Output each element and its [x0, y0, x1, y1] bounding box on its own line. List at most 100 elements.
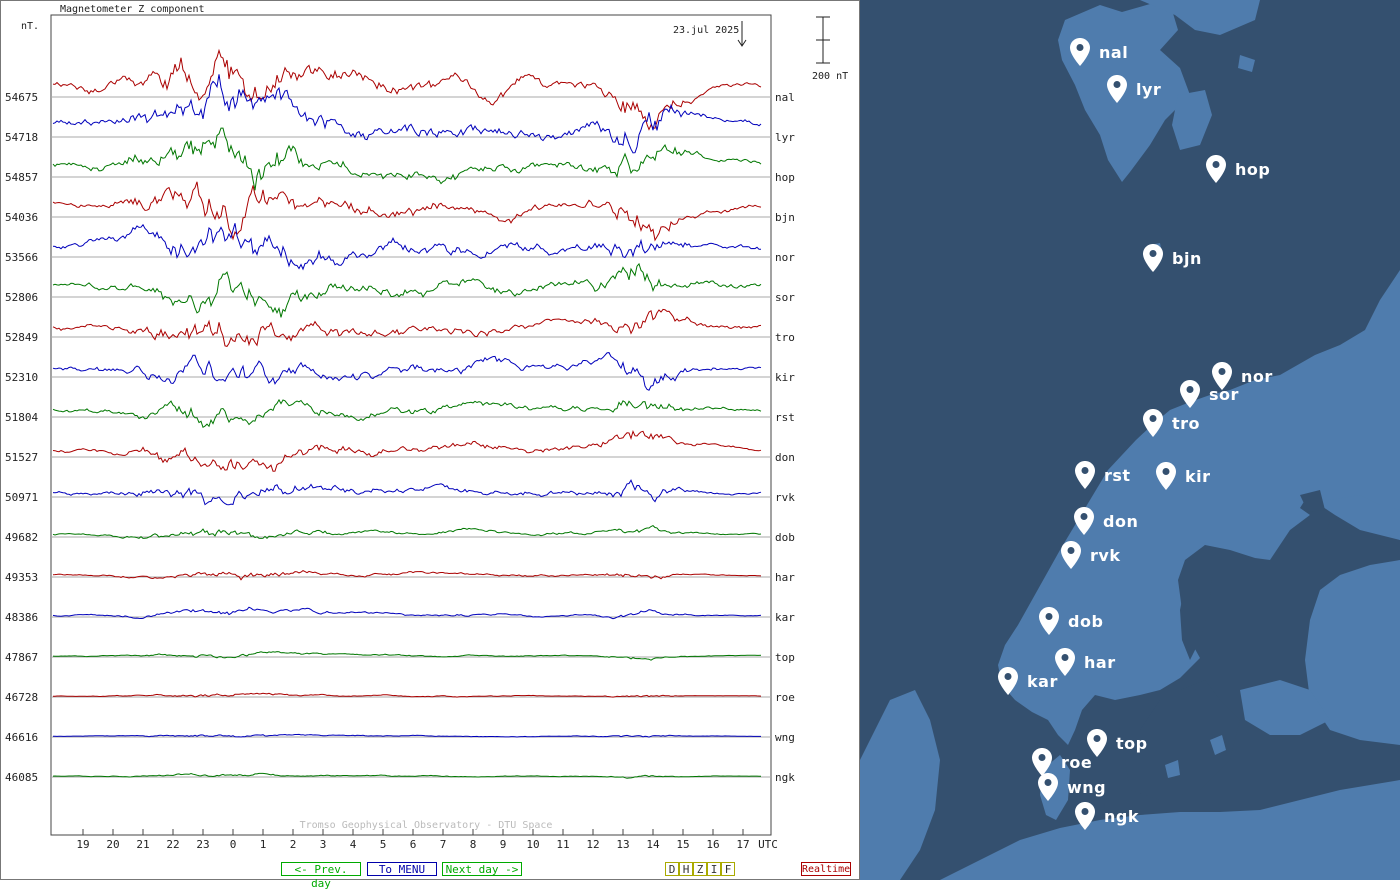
series-line-top	[52, 651, 762, 661]
plot-area	[50, 14, 772, 836]
component-z-button[interactable]: Z	[693, 862, 707, 876]
station-marker-roe[interactable]: roe	[1031, 747, 1092, 777]
next-day-button[interactable]: Next day ->	[442, 862, 522, 876]
station-label: sor	[1209, 384, 1239, 404]
map-pin-icon	[1038, 773, 1058, 801]
station-marker-don[interactable]: don	[1073, 506, 1138, 536]
x-tick-label: 8	[470, 838, 477, 851]
x-tick-label: 16	[706, 838, 719, 851]
series-line-wng	[53, 733, 761, 738]
magnetometer-chart: 19 20 21 22 23 0 1 2 3 4 5 6 7 8 9 10 11 12 13 14 15 16 17 UTCM…	[5, 4, 848, 851]
map-pin-icon	[1039, 607, 1059, 635]
station-label-top: top	[775, 651, 795, 664]
station-marker-nal[interactable]: nal	[1069, 37, 1128, 67]
x-tick-label: 5	[380, 838, 387, 851]
x-tick-label: 17	[736, 838, 749, 851]
map-pin-icon	[1107, 75, 1127, 103]
station-marker-kar[interactable]: kar	[997, 666, 1058, 696]
station-label-hop: hop	[775, 171, 795, 184]
map-pin-icon	[1087, 729, 1107, 757]
baseline-value-hop: 54857	[5, 171, 38, 184]
station-label: nor	[1241, 366, 1273, 386]
series-line-tro	[52, 308, 762, 347]
station-marker-sor[interactable]: sor	[1179, 379, 1239, 409]
station-marker-lyr[interactable]: lyr	[1106, 74, 1161, 104]
map-pin-icon	[1075, 802, 1095, 830]
station-label: top	[1116, 733, 1148, 753]
station-marker-kir[interactable]: kir	[1155, 461, 1211, 491]
scale-label: 200 nT	[812, 71, 848, 82]
station-label-lyr: lyr	[775, 131, 795, 144]
component-i-button[interactable]: I	[707, 862, 721, 876]
y-axis-label: nT.	[21, 21, 39, 32]
x-tick-label: 19	[76, 838, 89, 851]
x-tick-label: 3	[320, 838, 327, 851]
series-line-bjn	[52, 181, 762, 242]
station-label-nal: nal	[775, 91, 795, 104]
station-label-nor: nor	[775, 251, 795, 264]
baseline-value-nor: 53566	[5, 251, 38, 264]
baseline-value-bjn: 54036	[5, 211, 38, 224]
station-label-dob: dob	[775, 531, 795, 544]
station-marker-bjn[interactable]: bjn	[1142, 243, 1202, 273]
series-line-rvk	[52, 479, 762, 506]
station-marker-har[interactable]: har	[1054, 647, 1116, 677]
baseline-value-wng: 46616	[5, 731, 38, 744]
series-line-har	[52, 570, 762, 581]
station-label-don: don	[775, 451, 795, 464]
baseline-value-ngk: 46085	[5, 771, 38, 784]
component-f-button[interactable]: F	[721, 862, 735, 876]
station-label-rst: rst	[775, 411, 795, 424]
station-label: ngk	[1104, 806, 1139, 826]
map-pin-icon	[1055, 648, 1075, 676]
station-label: bjn	[1172, 248, 1202, 268]
station-label-har: har	[775, 571, 795, 584]
component-h-button[interactable]: H	[679, 862, 693, 876]
map-pin-icon	[1143, 409, 1163, 437]
realtime-button[interactable]: Realtime	[801, 862, 851, 876]
map-pin-icon	[1206, 155, 1226, 183]
station-label: hop	[1235, 159, 1271, 179]
credit-label: Tromso Geophysical Observatory - DTU Spa…	[300, 820, 553, 831]
series-line-don	[52, 429, 762, 472]
station-marker-hop[interactable]: hop	[1205, 154, 1270, 184]
chart-title: Magnetometer Z component	[60, 4, 205, 15]
series-line-nor	[52, 223, 761, 271]
x-tick-label: 4	[350, 838, 357, 851]
station-marker-wng[interactable]: wng	[1037, 772, 1106, 802]
station-label-tro: tro	[775, 331, 795, 344]
prev-day-button[interactable]: <- Prev. day	[281, 862, 361, 890]
baseline-value-rvk: 50971	[5, 491, 38, 504]
station-label-roe: roe	[775, 691, 795, 704]
map-pin-icon	[1180, 380, 1200, 408]
station-marker-rvk[interactable]: rvk	[1060, 540, 1120, 570]
station-marker-rst[interactable]: rst	[1074, 460, 1131, 490]
series-line-lyr	[52, 74, 762, 154]
station-label: wng	[1067, 777, 1107, 797]
series-line-kar	[52, 606, 762, 620]
series-line-kir	[52, 352, 762, 391]
station-label: har	[1084, 652, 1116, 672]
station-marker-top[interactable]: top	[1086, 728, 1148, 758]
x-tick-label: 1	[260, 838, 267, 851]
station-marker-tro[interactable]: tro	[1142, 408, 1200, 438]
station-label: roe	[1061, 752, 1093, 772]
series-line-sor	[52, 262, 762, 318]
x-tick-label: 20	[106, 838, 119, 851]
station-marker-nor[interactable]: nor	[1211, 361, 1273, 391]
x-tick-label: 2	[290, 838, 297, 851]
date-label: 23.jul 2025	[673, 25, 739, 36]
station-marker-ngk[interactable]: ngk	[1074, 801, 1139, 831]
x-tick-label: 9	[500, 838, 507, 851]
map-pin-icon	[1074, 507, 1094, 535]
series-line-nal	[52, 48, 762, 131]
x-tick-label: 6	[410, 838, 417, 851]
x-tick-label: 21	[136, 838, 149, 851]
station-label-wng: wng	[775, 731, 795, 744]
menu-button[interactable]: To MENU	[367, 862, 437, 876]
magnetometer-chart-panel: 19 20 21 22 23 0 1 2 3 4 5 6 7 8 9 10 11 12 13 14 15 16 17 UTC M…	[0, 0, 860, 890]
station-label-ngk: ngk	[775, 771, 795, 784]
component-d-button[interactable]: D	[665, 862, 679, 876]
station-label-kar: kar	[775, 611, 795, 624]
station-marker-dob[interactable]: dob	[1038, 606, 1103, 636]
